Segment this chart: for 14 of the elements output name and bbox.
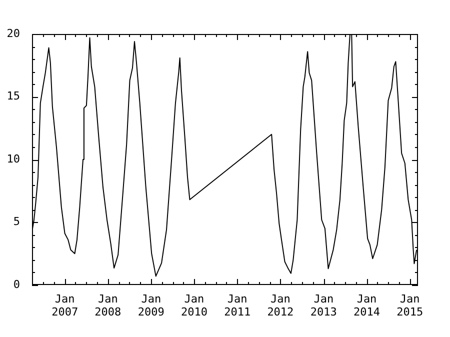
x-tick-label: Jan 2012	[267, 292, 294, 319]
x-tick-label: Jan 2010	[180, 292, 208, 319]
y-tick-label: 10	[6, 152, 20, 166]
y-tick-label: 20	[6, 26, 20, 40]
x-tick-label: Jan 2013	[310, 292, 337, 319]
x-tick-label: Jan 2008	[94, 292, 122, 319]
x-tick-label: Jan 2014	[354, 292, 380, 319]
x-tick-label: Jan 2015	[396, 292, 424, 319]
y-tick-label: 15	[6, 90, 20, 103]
x-tick-label: Jan 2009	[138, 292, 164, 319]
x-tick-label: Jan 2011	[224, 292, 251, 319]
y-tick-label: 5	[13, 215, 20, 228]
y-tick-label: 0	[13, 278, 20, 291]
x-tick-label: Jan 2007	[52, 292, 78, 319]
